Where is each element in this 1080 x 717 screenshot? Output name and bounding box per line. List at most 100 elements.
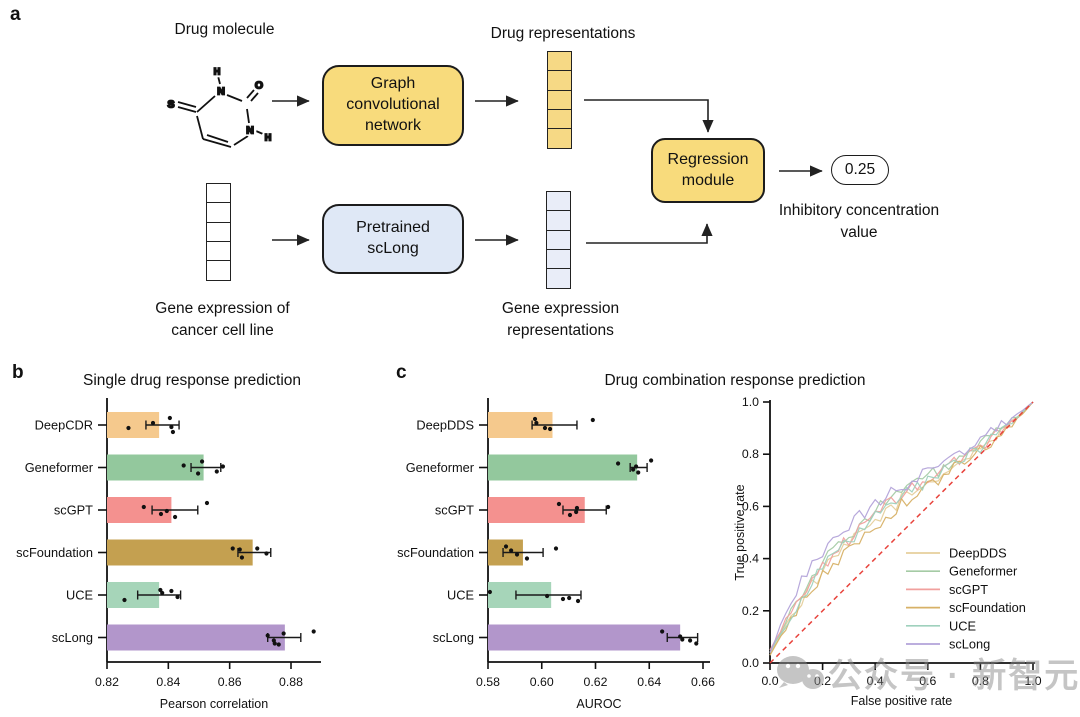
data-point <box>220 464 226 469</box>
panel-c-letter: c <box>396 362 407 383</box>
data-point <box>636 470 641 475</box>
x-tick-label: 0.6 <box>919 674 936 688</box>
category-label-DeepCDR: DeepCDR <box>35 418 93 433</box>
x-tick-label: 0.8 <box>972 674 989 688</box>
category-label-scFoundation: scFoundation <box>397 545 474 560</box>
data-point <box>660 629 665 634</box>
roc-plot: 0.00.20.40.60.81.00.00.20.40.60.81.0Fals… <box>733 395 1042 708</box>
bar-Geneformer <box>107 454 204 481</box>
x-axis-title: AUROC <box>576 697 621 711</box>
flow-arrow <box>584 99 714 133</box>
regression-module-box: Regression module <box>651 138 765 203</box>
data-point <box>172 514 178 520</box>
data-point <box>574 505 580 511</box>
gene-representation-vector <box>546 191 571 290</box>
x-tick-label: 0.86 <box>218 675 242 689</box>
bar-Geneformer <box>488 454 638 481</box>
flow-arrow <box>586 223 713 244</box>
data-point <box>503 544 509 549</box>
data-point <box>606 504 611 510</box>
data-point <box>199 459 205 464</box>
y-tick-label: 0.8 <box>742 447 759 461</box>
x-tick-label: 0.88 <box>279 675 303 689</box>
data-point <box>553 546 559 551</box>
data-point <box>204 500 210 506</box>
data-point <box>590 417 595 423</box>
data-point <box>181 463 186 468</box>
roc-curve-UCE <box>769 401 1034 653</box>
y-tick-label: 0.0 <box>742 656 759 670</box>
legend-label-Geneformer: Geneformer <box>949 564 1018 579</box>
atom-S: S <box>167 99 174 111</box>
data-point <box>255 546 260 551</box>
data-point <box>265 633 270 638</box>
y-tick-label: 1.0 <box>742 395 759 409</box>
bar-scLong <box>488 624 681 651</box>
atom-N: N <box>246 125 254 137</box>
data-point <box>574 509 579 515</box>
category-label-UCE: UCE <box>66 588 93 603</box>
vector-cell <box>206 260 231 282</box>
data-point <box>688 638 693 643</box>
category-label-scLong: scLong <box>433 630 474 645</box>
vector-cell <box>547 128 572 150</box>
pretrained-sclong-box: Pretrained scLong <box>322 204 464 274</box>
x-tick-label: 0.4 <box>867 674 884 688</box>
output-value-capsule: 0.25 <box>831 155 889 185</box>
watermark-text: 公众号 · 新智元 <box>828 657 1080 695</box>
watermark: 公众号 · 新智元 <box>777 656 1080 695</box>
drug-representation-vector <box>547 51 572 150</box>
panel-b-letter: b <box>12 362 24 383</box>
data-point <box>631 467 636 472</box>
data-point <box>122 597 127 603</box>
legend-label-scFoundation: scFoundation <box>949 600 1026 615</box>
data-point <box>575 598 581 604</box>
data-point <box>567 512 573 518</box>
data-point <box>542 425 548 431</box>
data-point <box>556 501 562 507</box>
data-point <box>164 508 169 514</box>
data-point <box>547 426 553 432</box>
panel-b-chart: Single drug response prediction 0.82 0.84 0… <box>16 372 321 711</box>
data-point <box>514 552 520 557</box>
data-point <box>680 637 685 642</box>
data-point <box>150 420 156 426</box>
x-tick-label: 0.64 <box>637 675 661 689</box>
gene-expression-vector <box>206 183 231 282</box>
x-tick-label: 0.60 <box>530 675 554 689</box>
legend-label-UCE: UCE <box>949 618 976 633</box>
data-point <box>170 429 176 435</box>
data-point <box>487 589 492 595</box>
roc-curve-scLong <box>769 401 1034 653</box>
x-tick-label: 1.0 <box>1024 674 1041 688</box>
gene-expression-repr-label: Gene expression representations <box>501 300 620 339</box>
category-label-DeepDDS: DeepDDS <box>416 418 474 433</box>
bar-scLong <box>107 624 285 651</box>
data-point <box>694 641 699 646</box>
x-tick-label: 0.66 <box>691 675 715 689</box>
atom-O: O <box>255 80 263 92</box>
data-point <box>276 642 281 647</box>
category-label-scGPT: scGPT <box>54 503 93 518</box>
legend-label-scLong: scLong <box>949 637 990 652</box>
data-point <box>633 464 639 469</box>
y-axis-title: True positive rate <box>733 484 747 580</box>
roc-curve-Geneformer <box>769 401 1034 653</box>
gcn-box: Graph convolutional network <box>322 65 464 146</box>
x-tick-label: 0.58 <box>476 675 500 689</box>
x-tick-label: 0.84 <box>156 675 180 689</box>
data-point <box>615 461 621 466</box>
roc-curve-DeepDDS <box>769 401 1034 656</box>
x-tick-label: 0.82 <box>95 675 119 689</box>
data-point <box>281 631 286 636</box>
drug-representations-label: Drug representations <box>490 25 636 42</box>
legend-label-DeepDDS: DeepDDS <box>949 546 1007 561</box>
panel-c-title: Drug combination response prediction <box>604 372 865 389</box>
panel-c-chart: Drug combination response prediction 0.58… <box>397 372 865 711</box>
y-tick-label: 0.2 <box>742 604 759 618</box>
x-axis-title: False positive rate <box>851 694 952 708</box>
data-point <box>126 425 131 431</box>
category-label-scFoundation: scFoundation <box>16 545 93 560</box>
